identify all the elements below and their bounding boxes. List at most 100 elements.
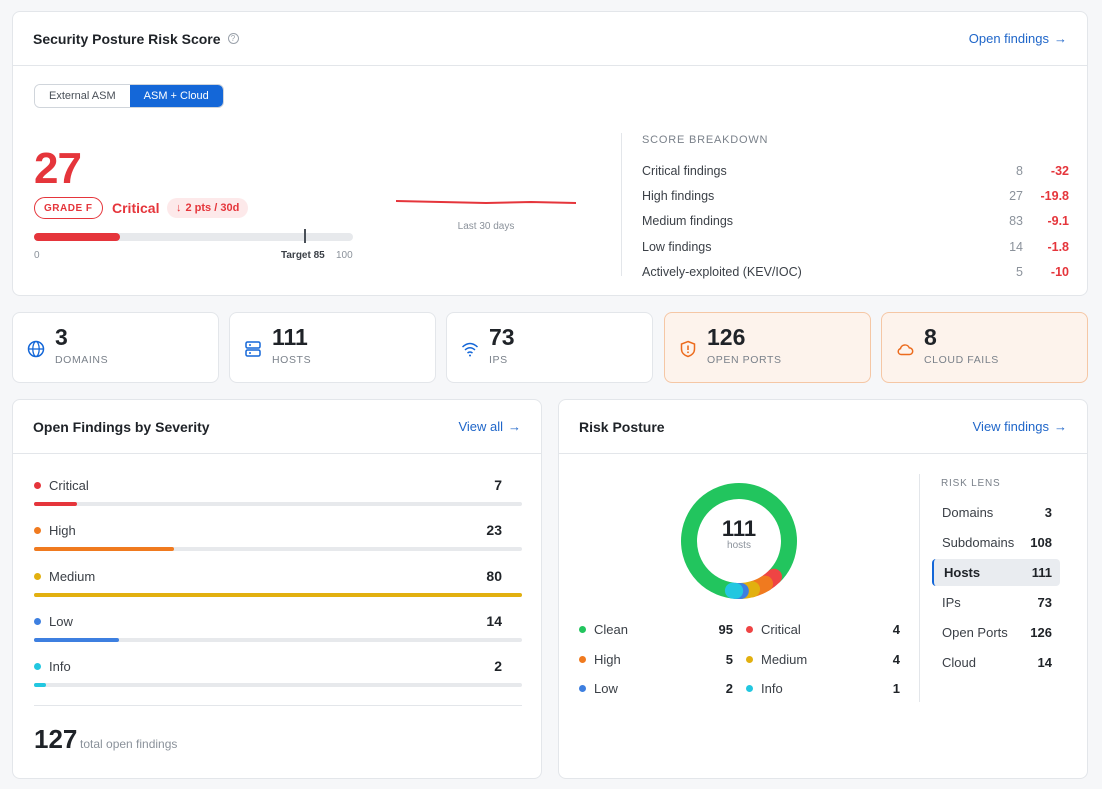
severity-bar-fill: [34, 638, 120, 642]
risk-posture-title: Risk Posture: [579, 418, 665, 435]
severity-row-medium[interactable]: Medium 80: [34, 566, 522, 597]
findings-by-severity-card: Open Findings by Severity View all → Cri…: [12, 399, 542, 779]
risk-score-card: Security Posture Risk Score ? Open findi…: [12, 11, 1088, 296]
trend-badge: ↓ 2 pts / 30d: [167, 198, 249, 218]
risk-level-label: Critical: [112, 200, 160, 216]
legend-dot: [579, 685, 586, 692]
stat-value: 126: [707, 324, 746, 350]
legend-info: Info 1: [746, 681, 900, 696]
grade-badge: GRADE F: [34, 197, 103, 219]
severity-bar-track: [34, 593, 522, 597]
severity-dot: [34, 481, 41, 489]
severity-dot: [34, 526, 41, 534]
stat-label: CLOUD FAILS: [924, 354, 999, 366]
server-icon: [245, 341, 261, 357]
tab-asm-cloud[interactable]: ASM + Cloud: [129, 85, 223, 107]
stat-card-cloud-fails[interactable]: 8 CLOUD FAILS: [881, 312, 1088, 383]
wifi-icon: [461, 342, 479, 357]
stat-card-hosts[interactable]: 111 HOSTS: [229, 312, 436, 383]
risk-lens-title: RISK LENS: [941, 478, 1001, 489]
score-breakdown: SCORE BREAKDOWN Critical findings 8 -32 …: [621, 133, 1069, 279]
donut-segment-info: [681, 483, 797, 599]
severity-row-info[interactable]: Info 2: [34, 656, 522, 687]
risk-score-title: Security Posture Risk Score ?: [33, 31, 239, 47]
lens-item-open-ports[interactable]: Open Ports 126: [942, 625, 1052, 640]
arrow-down-icon: ↓: [176, 202, 182, 214]
severity-dot: [34, 662, 41, 670]
legend-clean: Clean 95: [579, 622, 733, 637]
legend-dot: [746, 626, 753, 633]
severity-bar-fill: [34, 683, 47, 687]
help-icon[interactable]: ?: [227, 33, 239, 44]
legend-dot: [579, 626, 586, 633]
risk-score-value: 27: [34, 144, 82, 193]
total-findings-value: 127: [34, 724, 78, 754]
scale-max-label: 100: [336, 250, 353, 261]
breakdown-row: High findings 27 -19.8: [642, 188, 1069, 203]
breakdown-row: Actively-exploited (KEV/IOC) 5 -10: [642, 264, 1069, 279]
severity-row-critical[interactable]: Critical 7: [34, 475, 522, 506]
legend-critical: Critical 4: [746, 622, 900, 637]
donut-label: hosts: [727, 540, 751, 551]
stat-label: OPEN PORTS: [707, 354, 782, 366]
stat-label: DOMAINS: [55, 354, 109, 366]
breakdown-row: Critical findings 8 -32: [642, 163, 1069, 178]
severity-bar-fill: [34, 593, 522, 597]
lens-item-subdomains[interactable]: Subdomains 108: [942, 535, 1052, 550]
stat-value: 111: [272, 324, 308, 350]
severity-title: Open Findings by Severity: [33, 418, 210, 435]
open-findings-link[interactable]: Open findings →: [968, 31, 1067, 46]
stat-label: IPS: [489, 354, 508, 366]
host-risk-donut: [681, 483, 797, 599]
severity-bar-fill: [34, 502, 77, 506]
severity-dot: [34, 572, 41, 580]
legend-dot: [746, 685, 753, 692]
arrow-right-icon: →: [1054, 419, 1067, 434]
legend-dot: [746, 656, 753, 663]
scale-min-label: 0: [34, 250, 40, 261]
globe-icon: [27, 340, 45, 358]
sparkline-label: Last 30 days: [457, 221, 515, 232]
shield-alert-icon: [680, 340, 696, 358]
severity-row-low[interactable]: Low 14: [34, 611, 522, 642]
stat-card-open-ports[interactable]: 126 OPEN PORTS: [664, 312, 871, 383]
risk-posture-header: Risk Posture View findings →: [559, 400, 1087, 454]
severity-row-high[interactable]: High 23: [34, 520, 522, 551]
legend-high: High 5: [579, 652, 733, 667]
stat-value: 3: [55, 324, 68, 350]
legend-low: Low 2: [579, 681, 733, 696]
risk-score-header: Security Posture Risk Score ? Open findi…: [13, 12, 1087, 66]
cloud-icon: [897, 344, 914, 356]
lens-item-cloud[interactable]: Cloud 14: [942, 655, 1052, 670]
scope-toggle: External ASM ASM + Cloud: [34, 84, 224, 108]
donut-total: 111: [721, 516, 757, 541]
target-label: Target 85: [281, 250, 325, 261]
total-findings-label: total open findings: [80, 737, 178, 751]
severity-bar-track: [34, 683, 522, 687]
risk-lens: RISK LENS Domains 3 Subdomains 108 Hosts…: [919, 474, 1060, 702]
lens-item-domains[interactable]: Domains 3: [942, 505, 1052, 520]
sparkline-line: [396, 200, 576, 205]
severity-bar-track: [34, 502, 522, 506]
view-findings-link[interactable]: View findings →: [972, 419, 1067, 434]
lens-item-hosts[interactable]: Hosts 111: [932, 559, 1060, 586]
target-marker: [304, 229, 306, 243]
breakdown-row: Medium findings 83 -9.1: [642, 214, 1069, 229]
severity-bar-track: [34, 638, 522, 642]
lens-item-ips[interactable]: IPs 73: [942, 595, 1052, 610]
score-sparkline: [396, 200, 576, 205]
arrow-right-icon: →: [1054, 31, 1067, 46]
legend-dot: [579, 656, 586, 663]
severity-bar-fill: [34, 547, 175, 551]
severity-header: Open Findings by Severity View all →: [13, 400, 541, 454]
breakdown-title: SCORE BREAKDOWN: [642, 134, 769, 146]
severity-bar-track: [34, 547, 522, 551]
severity-dot: [34, 617, 41, 625]
score-progress-track: [34, 229, 353, 243]
stat-card-domains[interactable]: 3 DOMAINS: [12, 312, 219, 383]
stat-card-ips[interactable]: 73 IPS: [446, 312, 653, 383]
view-all-link[interactable]: View all →: [458, 419, 521, 434]
tab-external-asm[interactable]: External ASM: [35, 85, 130, 107]
legend-medium: Medium 4: [746, 652, 900, 667]
stat-label: HOSTS: [272, 354, 312, 366]
